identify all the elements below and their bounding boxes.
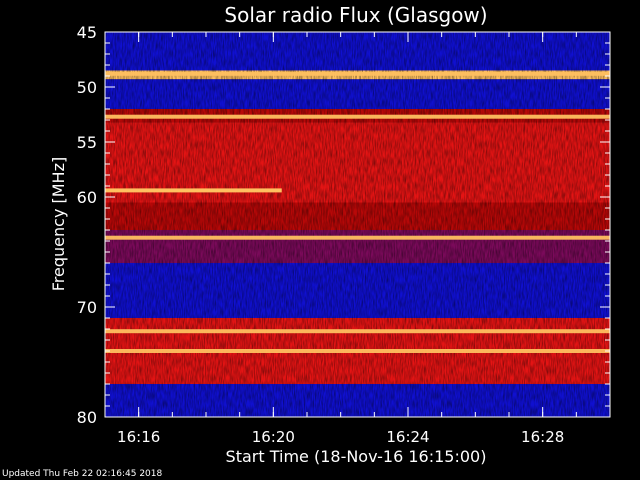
- x-tick-label: 16:20: [252, 428, 295, 446]
- heatmap-image: [105, 32, 610, 417]
- y-tick-label: 50: [77, 78, 97, 97]
- x-tick-label: 16:28: [521, 428, 564, 446]
- x-tick-label: 16:24: [386, 428, 429, 446]
- updated-timestamp: Updated Thu Feb 22 02:16:45 2018: [2, 469, 163, 479]
- y-axis-label: Frequency [MHz]: [49, 157, 68, 291]
- bright-line: [105, 329, 610, 334]
- bright-line: [105, 235, 610, 240]
- x-axis-label: Start Time (18-Nov-16 16:15:00): [226, 447, 487, 466]
- bright-line: [105, 71, 610, 76]
- x-tick-label: 16:16: [117, 428, 160, 446]
- bright-line: [105, 114, 610, 119]
- y-tick-label: 70: [77, 298, 97, 317]
- axis-ticks: 16:16 16:20 16:24 16:28 45 50 55 60 70 80: [77, 23, 611, 446]
- plot-frame: [104, 31, 611, 418]
- chart-title: Solar radio Flux (Glasgow): [224, 3, 487, 27]
- y-tick-label: 60: [77, 188, 97, 207]
- noise-texture: [105, 32, 610, 417]
- y-tick-label: 45: [77, 23, 97, 42]
- bright-line: [105, 349, 610, 353]
- short-emission: [105, 188, 282, 193]
- y-tick-label: 80: [77, 408, 97, 427]
- y-tick-label: 55: [77, 133, 97, 152]
